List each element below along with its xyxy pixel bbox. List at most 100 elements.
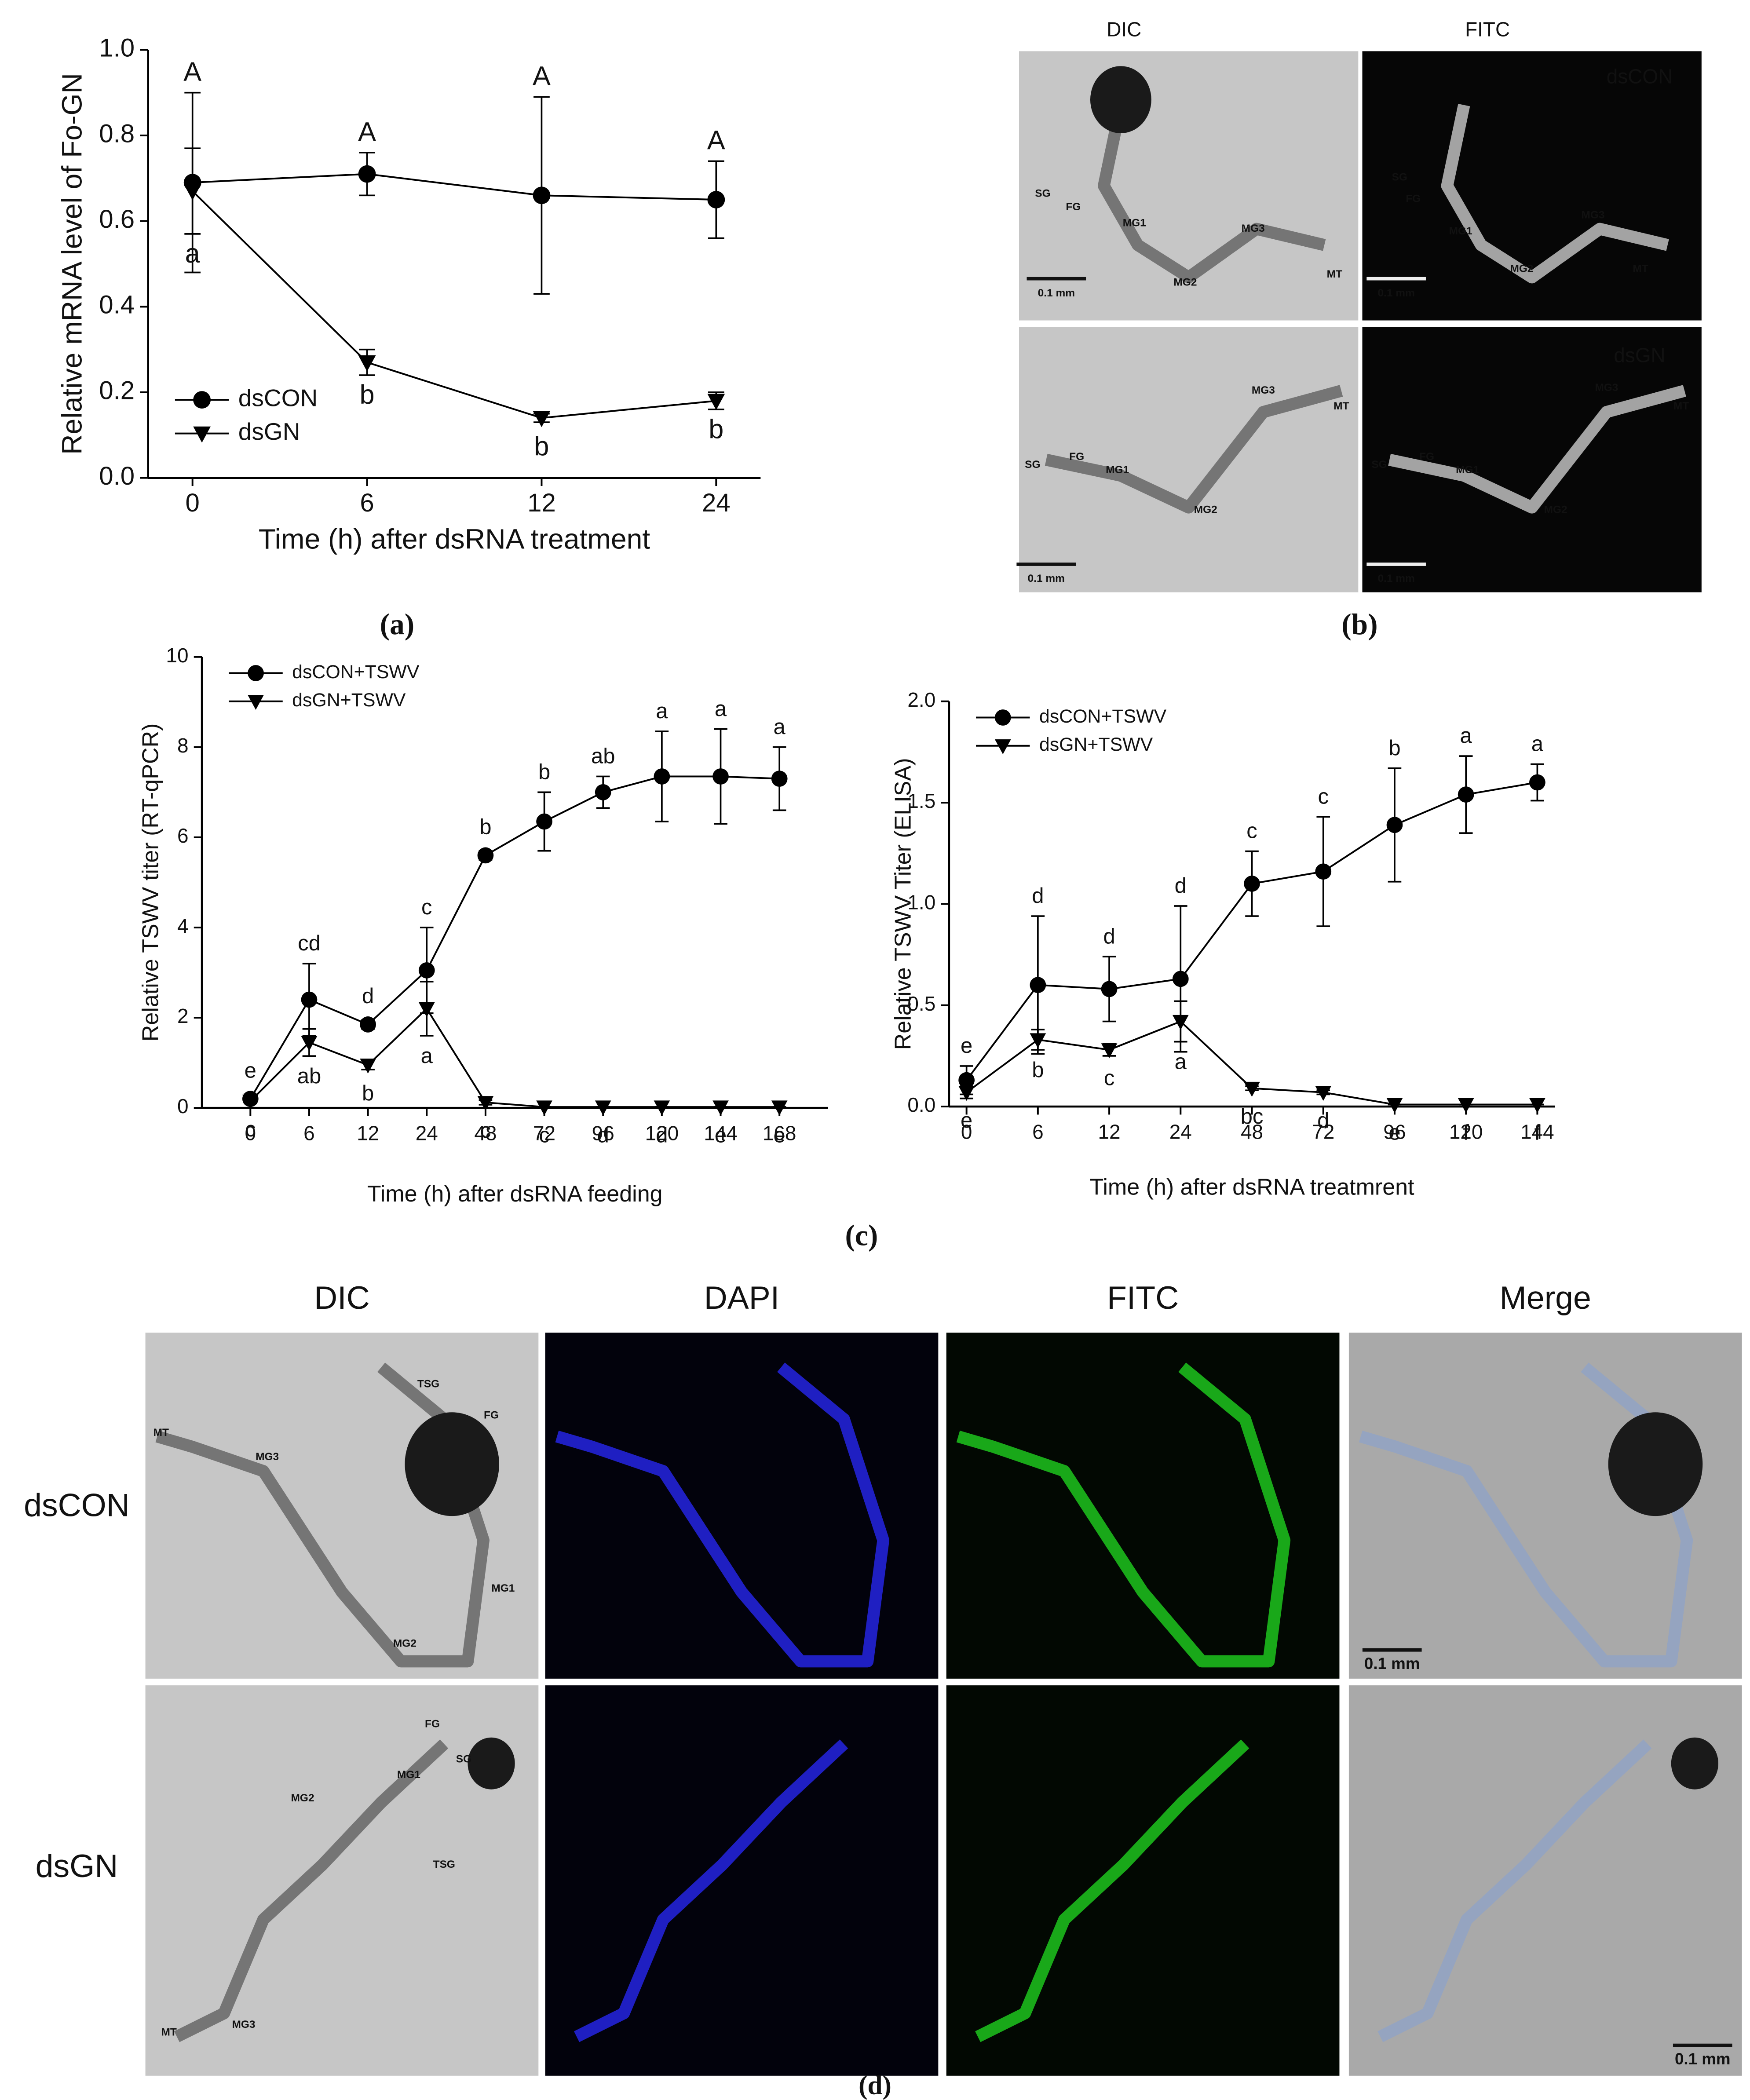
legend-label: dsCON	[238, 384, 318, 412]
marker	[1172, 1015, 1189, 1030]
marker	[654, 768, 670, 785]
significance-label: A	[707, 125, 725, 155]
significance-label: ab	[297, 1064, 321, 1088]
tissue-outline	[555, 1362, 890, 1668]
legend-marker	[193, 426, 211, 443]
legend-marker	[994, 709, 1011, 726]
structure-label: FG	[1069, 451, 1084, 463]
x-tick-label: 0	[186, 489, 200, 517]
micrograph	[1362, 327, 1702, 592]
micrograph	[946, 1685, 1340, 2076]
significance-label: d	[1103, 924, 1115, 948]
significance-label: f	[1463, 1121, 1469, 1145]
tissue-outline	[1388, 385, 1686, 514]
significance-label: b	[360, 380, 375, 409]
legend-label: dsCON+TSWV	[1039, 706, 1167, 727]
structure-label: MG2	[1510, 263, 1534, 275]
marker	[771, 771, 788, 787]
structure-label: MG3	[1242, 223, 1265, 234]
marker	[712, 768, 729, 785]
significance-label: e	[715, 1123, 727, 1147]
significance-label: b	[538, 760, 550, 784]
y-tick-label: 0.8	[99, 119, 135, 148]
significance-label: A	[183, 57, 201, 87]
x-tick-label: 168	[763, 1121, 796, 1144]
legend-marker	[248, 695, 264, 710]
tissue-outline	[174, 1739, 449, 2042]
x-tick-label: 24	[1169, 1120, 1192, 1143]
marker	[595, 784, 611, 800]
x-tick-label: 48	[1241, 1120, 1263, 1143]
row-label: dsCON	[1607, 65, 1673, 88]
marker	[1458, 786, 1474, 803]
series-line	[192, 190, 716, 419]
structure-label: 0.1 mm	[1364, 1654, 1420, 1673]
structure-label: MG2	[393, 1638, 416, 1650]
structure-label: MT	[1633, 263, 1648, 275]
marker	[1244, 1081, 1260, 1097]
marker	[1101, 981, 1118, 997]
marker	[301, 991, 318, 1008]
structure-label: MG1	[1106, 464, 1129, 476]
x-axis-label: Time (h) after dsRNA feeding	[367, 1181, 663, 1207]
x-tick-label: 96	[1383, 1120, 1406, 1143]
column-header: DIC	[314, 1280, 369, 1316]
y-tick-label: 0.0	[99, 462, 135, 490]
x-tick-label: 120	[645, 1121, 679, 1144]
marker	[595, 1100, 611, 1116]
significance-label: a	[774, 715, 786, 739]
head-blob	[1090, 66, 1151, 133]
significance-label: a	[715, 697, 727, 721]
significance-label: d	[1175, 874, 1187, 898]
series-line	[249, 775, 780, 1099]
panel-label: (a)	[380, 608, 415, 641]
marker	[1529, 774, 1545, 791]
tissue-outline	[1441, 104, 1669, 284]
panel-label: (c)	[845, 1219, 878, 1252]
micrograph	[545, 1685, 939, 2076]
marker	[771, 1100, 788, 1116]
x-tick-label: 72	[1312, 1120, 1334, 1143]
marker	[1386, 1098, 1403, 1113]
structure-label: FG	[484, 1410, 499, 1421]
structure-label: MG3	[1581, 209, 1604, 221]
structure-label: MG1	[1456, 464, 1479, 476]
structure-label: 0.1 mm	[1028, 573, 1065, 584]
legend-marker	[193, 391, 211, 409]
significance-label: c	[1318, 785, 1328, 808]
legend-marker	[994, 739, 1011, 755]
significance-label: c	[421, 895, 432, 919]
structure-label: MG1	[1123, 217, 1146, 229]
x-tick-label: 96	[592, 1121, 614, 1144]
marker	[1244, 875, 1260, 892]
significance-label: e	[1388, 1121, 1400, 1145]
x-tick-label: 72	[533, 1121, 555, 1144]
significance-label: b	[1032, 1058, 1044, 1082]
marker	[301, 1036, 318, 1051]
series-line	[249, 1007, 780, 1108]
significance-label: f	[1534, 1121, 1541, 1145]
y-tick-label: 0.5	[907, 992, 935, 1015]
x-tick-label: 6	[303, 1121, 315, 1144]
panel-label: (d)	[859, 2070, 891, 2100]
x-tick-label: 12	[357, 1121, 379, 1144]
x-tick-label: 6	[360, 489, 374, 517]
structure-label: FG	[1419, 451, 1434, 463]
structure-label: MG1	[397, 1769, 420, 1781]
marker	[477, 1096, 494, 1111]
x-tick-label: 0	[245, 1121, 256, 1144]
structure-label: MG3	[256, 1451, 279, 1463]
significance-label: e	[245, 1059, 256, 1082]
significance-label: c	[539, 1123, 549, 1147]
column-header: FITC	[1107, 1280, 1179, 1316]
significance-label: c	[245, 1118, 256, 1141]
x-tick-label: 144	[704, 1121, 738, 1144]
structure-label: MG3	[232, 2019, 255, 2031]
marker	[1458, 1098, 1474, 1113]
marker	[360, 1059, 376, 1074]
structure-label: FG	[1066, 201, 1081, 213]
marker	[1172, 971, 1189, 987]
marker	[1030, 1033, 1046, 1048]
panel-label: (b)	[1341, 608, 1377, 641]
legend-label: dsCON+TSWV	[292, 661, 420, 683]
